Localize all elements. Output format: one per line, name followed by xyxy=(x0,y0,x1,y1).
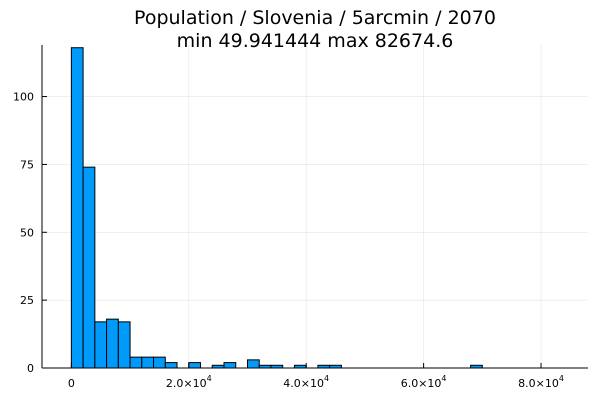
histogram-bar xyxy=(94,321,108,369)
histogram-bar xyxy=(82,166,96,369)
chart-title-line1: Population / Slovenia / 5arcmin / 2070 xyxy=(134,7,496,29)
y-tick-label: 50 xyxy=(20,226,34,239)
tick-labels: 0 2.0×104 4.0×104 6.0×104 8.0×104 0 25 50 75 100 xyxy=(13,91,564,390)
x-tick-label: 2.0×104 xyxy=(166,374,212,390)
histogram-bar xyxy=(70,47,84,369)
axes xyxy=(41,45,588,369)
histogram-bar xyxy=(106,318,119,369)
y-tick-label: 0 xyxy=(27,362,34,375)
y-tick-label: 25 xyxy=(20,294,34,307)
x-tick-label: 8.0×104 xyxy=(518,374,564,390)
chart-title-line2: min 49.941444 max 82674.6 xyxy=(177,30,454,52)
histogram-bar xyxy=(223,362,237,369)
x-tick-label: 6.0×104 xyxy=(401,374,447,390)
histogram-bar xyxy=(246,359,260,369)
histogram-bar xyxy=(117,321,131,369)
grid-lines xyxy=(42,45,588,369)
x-tick-label: 4.0×104 xyxy=(283,374,329,390)
histogram-bar xyxy=(141,356,155,369)
y-tick-label: 75 xyxy=(20,158,34,171)
y-tick-label: 100 xyxy=(13,91,34,104)
histogram-bar xyxy=(153,356,166,369)
histogram-bars xyxy=(70,47,483,369)
histogram-bar xyxy=(129,356,143,369)
x-tick-label: 0 xyxy=(68,377,75,390)
histogram-bar xyxy=(188,362,202,369)
histogram-bar xyxy=(164,362,178,369)
